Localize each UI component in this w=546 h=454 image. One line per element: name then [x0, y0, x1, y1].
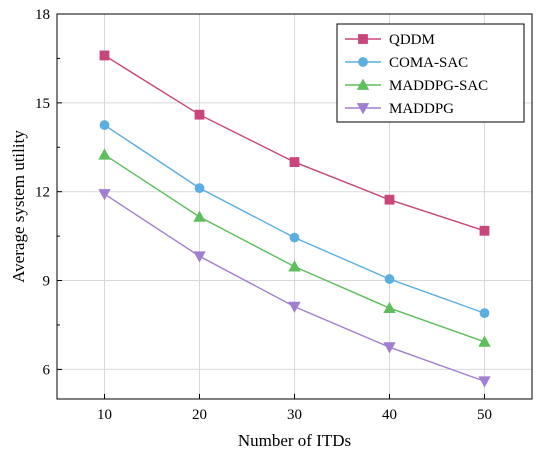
- y-axis-label: Average system utility: [9, 130, 28, 283]
- legend-item: COMA-SAC: [345, 55, 468, 71]
- legend-marker: [356, 78, 370, 90]
- data-point: [383, 301, 396, 313]
- legend-marker: [358, 57, 368, 67]
- axis-ticks: 10 20 30 40 50 6 9 12 15 18: [35, 7, 492, 423]
- x-tick-label: 20: [192, 407, 207, 423]
- data-point: [288, 260, 301, 272]
- data-point: [288, 301, 301, 313]
- data-point: [384, 194, 395, 205]
- data-point: [384, 274, 395, 284]
- data-point: [194, 183, 205, 194]
- series-maddpg-sac: [98, 148, 491, 347]
- data-point: [479, 225, 490, 236]
- x-tick-label: 30: [287, 407, 302, 423]
- series-maddpg: [98, 189, 491, 388]
- data-point: [98, 148, 111, 160]
- x-tick-label: 40: [382, 407, 397, 423]
- x-tick-label: 50: [477, 407, 492, 423]
- legend: QDDM COMA-SAC MADDPG-SAC MADDPG: [336, 23, 525, 123]
- data-point: [479, 308, 490, 319]
- data-point: [194, 109, 205, 120]
- x-tick-label: 10: [97, 407, 112, 423]
- legend-label: MADDPG-SAC: [389, 78, 488, 94]
- y-tick-label: 9: [43, 274, 51, 290]
- data-point: [478, 335, 491, 347]
- legend-marker: [356, 103, 370, 115]
- data-point: [99, 120, 110, 130]
- y-tick-label: 6: [43, 362, 51, 378]
- data-point: [98, 189, 111, 201]
- legend-label: MADDPG: [389, 101, 454, 117]
- x-axis-label: Number of ITDs: [238, 431, 351, 450]
- series-qddm: [99, 50, 490, 236]
- series-layer: [98, 50, 491, 388]
- data-point: [193, 251, 206, 263]
- legend-item: QDDM: [345, 32, 435, 48]
- legend-label: QDDM: [389, 32, 435, 48]
- data-point: [289, 232, 300, 243]
- data-point: [193, 210, 206, 222]
- y-tick-label: 18: [35, 7, 50, 23]
- legend-item: MADDPG-SAC: [345, 78, 488, 94]
- legend-marker: [358, 34, 368, 44]
- y-tick-label: 12: [35, 185, 50, 201]
- legend-item: MADDPG: [345, 101, 454, 117]
- series-coma-sac: [99, 120, 490, 319]
- data-point: [99, 50, 110, 61]
- legend-label: COMA-SAC: [389, 55, 468, 71]
- data-point: [478, 376, 491, 388]
- data-point: [383, 342, 396, 354]
- legend-box: [336, 23, 525, 123]
- data-point: [289, 157, 300, 167]
- y-tick-label: 15: [35, 96, 50, 112]
